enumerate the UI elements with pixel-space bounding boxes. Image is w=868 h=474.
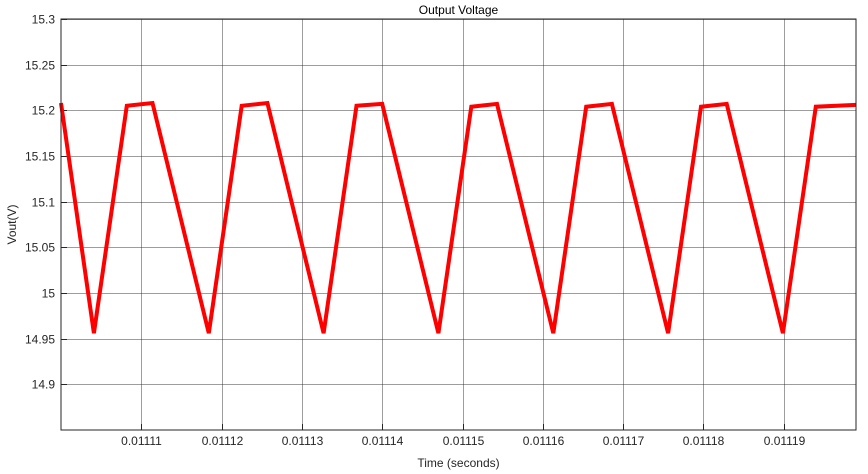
x-tick-label: 0.01115 — [443, 434, 485, 448]
x-tick-label: 0.01116 — [523, 434, 565, 448]
y-tick-label: 15.2 — [32, 104, 56, 118]
y-tick-label: 15.05 — [25, 241, 55, 255]
y-tick-label: 15.25 — [25, 59, 55, 73]
x-tick-label: 0.01112 — [202, 434, 244, 448]
y-tick-label: 15 — [42, 287, 56, 301]
x-tick-label: 0.01119 — [764, 434, 806, 448]
plot-frame — [60, 18, 857, 431]
y-tick-labels: 15.3 15.25 15.2 15.15 15.1 15.05 15 14.95 14.9 — [25, 13, 55, 392]
x-tick-labels: 0.01111 0.01112 0.01113 0.01114 0.01115 0.011… — [121, 434, 805, 448]
y-tick-label: 15.1 — [32, 196, 56, 210]
vertical-gridlines — [141, 19, 785, 430]
x-tick-label: 0.01114 — [362, 434, 404, 448]
x-tick-label: 0.01113 — [282, 434, 324, 448]
series-line-vout — [59, 100, 857, 334]
plot-background — [61, 19, 856, 430]
y-tick-label: 14.95 — [25, 333, 55, 347]
y-axis-title: Vout(V) — [5, 204, 19, 244]
x-tick-label: 0.01118 — [683, 434, 725, 448]
y-tick-label: 15.15 — [25, 150, 55, 164]
y-tick-label: 14.9 — [32, 378, 56, 392]
chart-title: Output Voltage — [419, 3, 499, 17]
y-tick-label: 15.3 — [32, 13, 56, 27]
series-layer — [59, 100, 857, 334]
x-tick-label: 0.01117 — [603, 434, 645, 448]
x-tick-label: 0.01111 — [121, 434, 162, 448]
x-axis-title: Time (seconds) — [417, 456, 499, 470]
